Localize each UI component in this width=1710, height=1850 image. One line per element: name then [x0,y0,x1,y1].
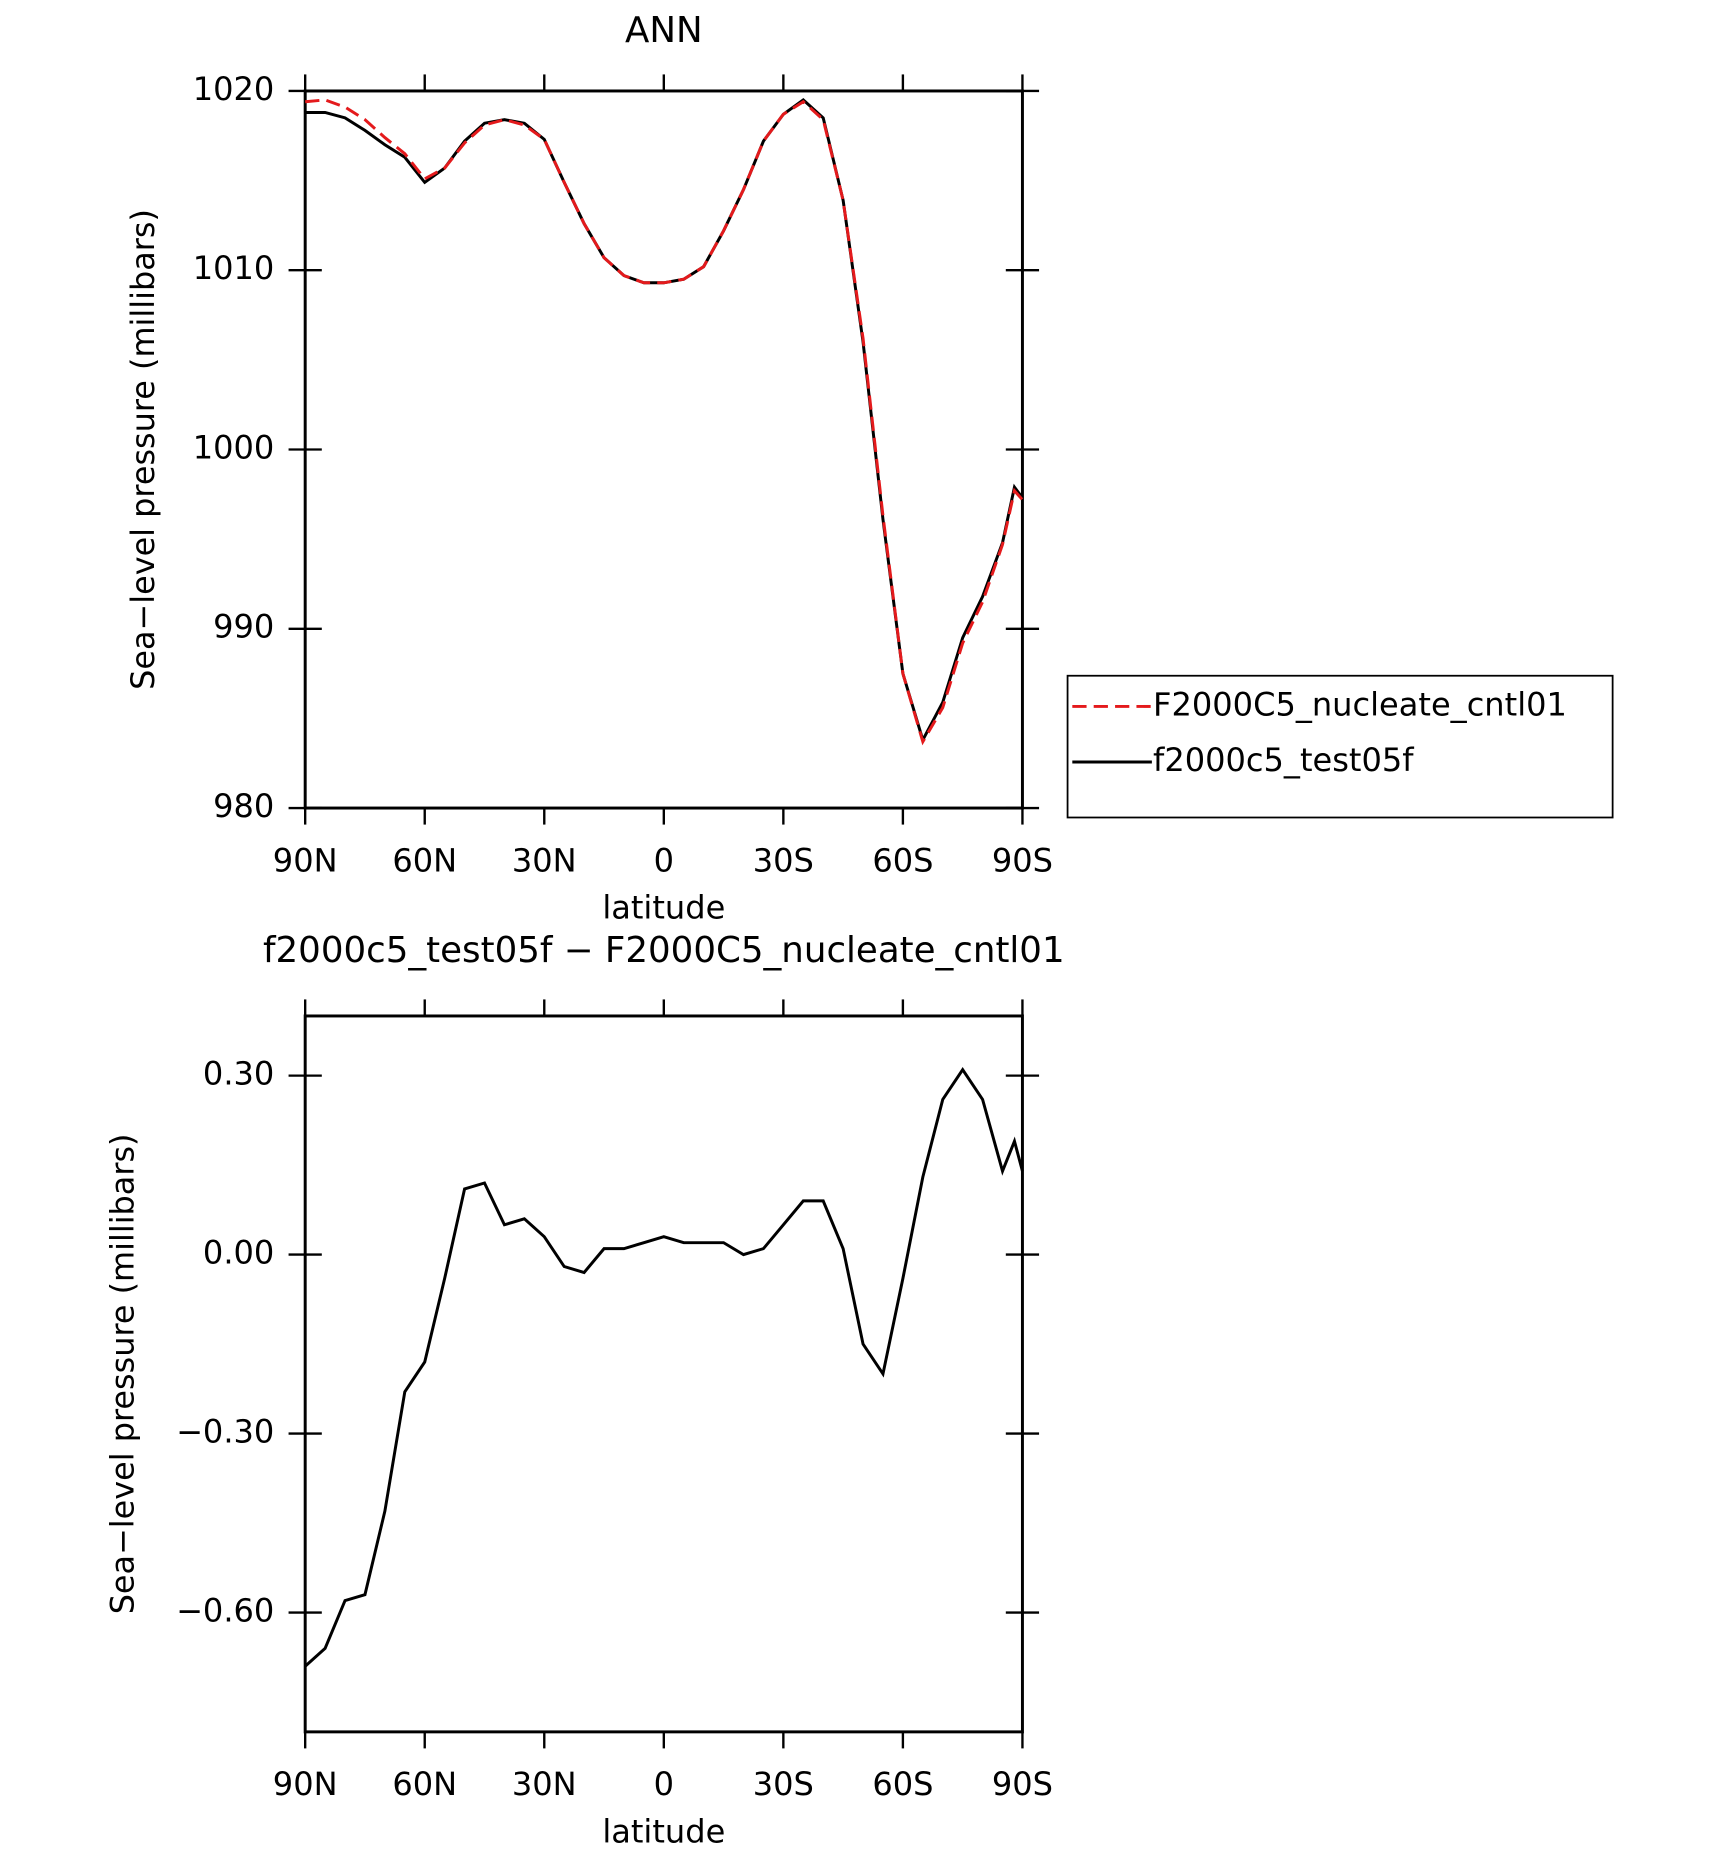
x-tick-label: 60N [392,841,457,879]
x-tick-label: 0 [654,1765,674,1803]
y-tick-label: −0.60 [176,1592,274,1630]
data-line [305,98,1024,746]
x-tick-label: 90S [992,841,1053,879]
x-tick-label: 90S [992,1765,1053,1803]
x-tick-label: 30N [512,1765,577,1803]
chart-title: f2000c5_test05f − F2000C5_nucleate_cntl0… [263,930,1065,971]
legend-label: F2000C5_nucleate_cntl01 [1153,686,1567,724]
x-tick-label: 30S [753,841,814,879]
y-axis-label: Sea−level pressure (millibars) [124,209,162,690]
y-tick-label: 1000 [193,429,275,467]
x-tick-label: 90N [273,841,338,879]
chart-title: ANN [625,10,703,51]
y-tick-label: 0.30 [203,1055,274,1093]
y-axis-label: Sea−level pressure (millibars) [104,1134,142,1615]
x-tick-label: 60S [872,1765,933,1803]
y-tick-label: 1020 [193,70,275,108]
x-tick-label: 30N [512,841,577,879]
x-tick-label: 60N [392,1765,457,1803]
x-axis-label: latitude [602,1813,725,1850]
x-tick-label: 90N [273,1765,338,1803]
legend-label: f2000c5_test05f [1153,741,1414,779]
data-line [304,1066,1024,1668]
x-tick-label: 30S [753,1765,814,1803]
y-tick-label: −0.30 [176,1413,274,1451]
y-tick-label: 0.00 [203,1234,274,1272]
y-tick-label: 990 [213,608,274,646]
y-tick-label: 980 [213,787,274,825]
y-tick-label: 1010 [193,249,275,287]
x-tick-label: 60S [872,841,933,879]
data-line [305,98,1024,744]
plot-frame [303,1014,1024,1734]
plot-frame [303,89,1024,810]
legend-box [1066,674,1614,819]
x-tick-label: 0 [654,841,674,879]
x-axis-label: latitude [602,889,725,927]
